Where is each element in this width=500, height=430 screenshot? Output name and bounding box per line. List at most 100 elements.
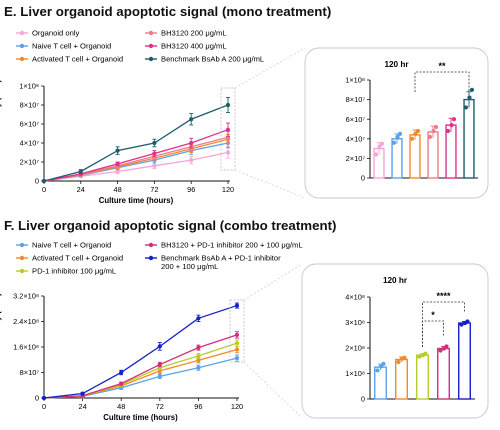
data-point	[234, 356, 240, 361]
legend-label: Benchmark BsAb A 200 μg/mL	[161, 55, 264, 64]
series-line	[43, 138, 229, 182]
legend-swatch-marker	[19, 242, 25, 248]
significance-label: ****	[436, 291, 451, 301]
zoom-connector	[243, 263, 303, 301]
inset-y-tick-label: 4×10⁸	[345, 293, 365, 302]
x-axis-label: Culture time (hours)	[99, 196, 174, 205]
replicate-point	[417, 354, 422, 359]
legend-swatch-marker	[148, 30, 154, 36]
replicate-point	[396, 359, 401, 365]
data-point	[119, 370, 124, 375]
replicate-point	[431, 128, 436, 134]
data-point	[196, 358, 201, 363]
x-tick-label: 96	[187, 185, 195, 194]
data-point	[115, 169, 120, 174]
significance-bracket	[414, 71, 470, 92]
inset-y-tick-label: 2×10⁸	[345, 344, 365, 353]
inset-y-tick-label: 1×10⁸	[345, 76, 365, 85]
replicate-point	[427, 134, 433, 139]
replicate-point	[467, 95, 472, 100]
data-point	[189, 158, 194, 163]
data-point	[196, 316, 201, 321]
legend-label: BH3120 + PD-1 inhibitor 200 + 100 μg/mL	[161, 241, 303, 250]
y-tick-label: 2×10⁷	[20, 158, 40, 167]
data-point	[41, 178, 47, 184]
x-tick-label: 48	[113, 185, 121, 194]
x-tick-label: 72	[150, 185, 158, 194]
data-point	[157, 344, 162, 349]
replicate-point	[451, 117, 457, 122]
replicate-point	[438, 348, 443, 353]
legend-swatch-marker	[19, 30, 25, 36]
replicate-point	[373, 152, 379, 157]
x-tick-label: 96	[194, 402, 202, 411]
highlight-box	[220, 87, 236, 171]
data-point	[157, 362, 162, 367]
inset-y-tick-label: 2×10⁷	[346, 154, 366, 163]
data-point	[189, 117, 194, 122]
replicate-point	[381, 361, 386, 366]
legend-swatch-marker	[19, 56, 25, 62]
y-tick-label: 2.4×10⁸	[13, 317, 39, 326]
data-point	[234, 332, 240, 337]
replicate-point	[433, 124, 439, 130]
legend-label: Benchmark BsAb A + PD-1 inhibitor	[161, 254, 281, 263]
data-point	[196, 353, 201, 359]
legend-label: Naive T cell + Organoid	[32, 241, 111, 250]
x-tick-label: 48	[117, 402, 125, 411]
series-line	[43, 334, 238, 399]
inset-y-tick-label: 0	[361, 174, 365, 183]
data-point	[152, 163, 157, 168]
data-point	[115, 148, 120, 153]
replicate-point	[395, 134, 400, 139]
legend-label: Organoid only	[32, 29, 79, 38]
inset-y-tick-label: 4×10⁷	[346, 134, 366, 143]
data-point	[80, 391, 85, 396]
data-point	[234, 347, 240, 352]
data-point	[234, 303, 240, 308]
data-point	[119, 381, 124, 386]
replicate-point	[409, 136, 415, 141]
y-axis-label: Fluorescence Intensity (A.U.)	[0, 79, 2, 187]
data-point	[152, 151, 157, 156]
y-tick-label: 4×10⁷	[20, 139, 40, 148]
legend-label: Naive T cell + Organoid	[32, 42, 111, 51]
data-point	[152, 140, 157, 146]
y-tick-label: 0	[35, 394, 39, 403]
inset-y-tick-label: 3×10⁸	[345, 318, 365, 327]
zoom-connector	[234, 47, 306, 89]
zoom-connector	[234, 169, 306, 199]
replicate-point	[444, 344, 449, 349]
x-tick-label: 120	[231, 402, 243, 411]
data-point	[234, 341, 240, 346]
legend-label: PD-1 inhibitor 100 μg/mL	[32, 267, 116, 276]
y-tick-label: 3.2×10⁸	[13, 292, 39, 301]
legend-swatch-marker	[19, 268, 25, 274]
title-f: F. Liver organoid apoptotic signal (comb…	[4, 218, 337, 233]
replicate-point	[391, 140, 397, 145]
x-tick-label: 120	[222, 185, 234, 194]
x-tick-label: 24	[78, 402, 86, 411]
replicate-point	[463, 105, 469, 110]
series-line	[43, 304, 238, 399]
replicate-point	[449, 122, 454, 128]
inset-title: 120 hr	[384, 60, 409, 69]
legend-swatch-marker	[148, 56, 154, 62]
y-tick-label: 6×10⁷	[20, 120, 40, 129]
legend-swatch-marker	[19, 255, 25, 261]
series-line	[43, 104, 229, 182]
x-tick-label: 0	[42, 185, 46, 194]
data-point	[225, 127, 231, 132]
replicate-point	[445, 128, 451, 134]
y-tick-label: 1×10⁸	[19, 82, 39, 91]
y-tick-label: 0	[35, 177, 39, 186]
replicate-point	[397, 131, 403, 136]
significance-bracket	[422, 301, 465, 347]
replicate-point	[413, 131, 418, 136]
replicate-point	[375, 368, 380, 373]
replicate-point	[459, 322, 464, 327]
significance-label: **	[438, 61, 446, 71]
replicate-point	[415, 128, 421, 134]
legend-label: BH3120 400 μg/mL	[161, 42, 227, 51]
